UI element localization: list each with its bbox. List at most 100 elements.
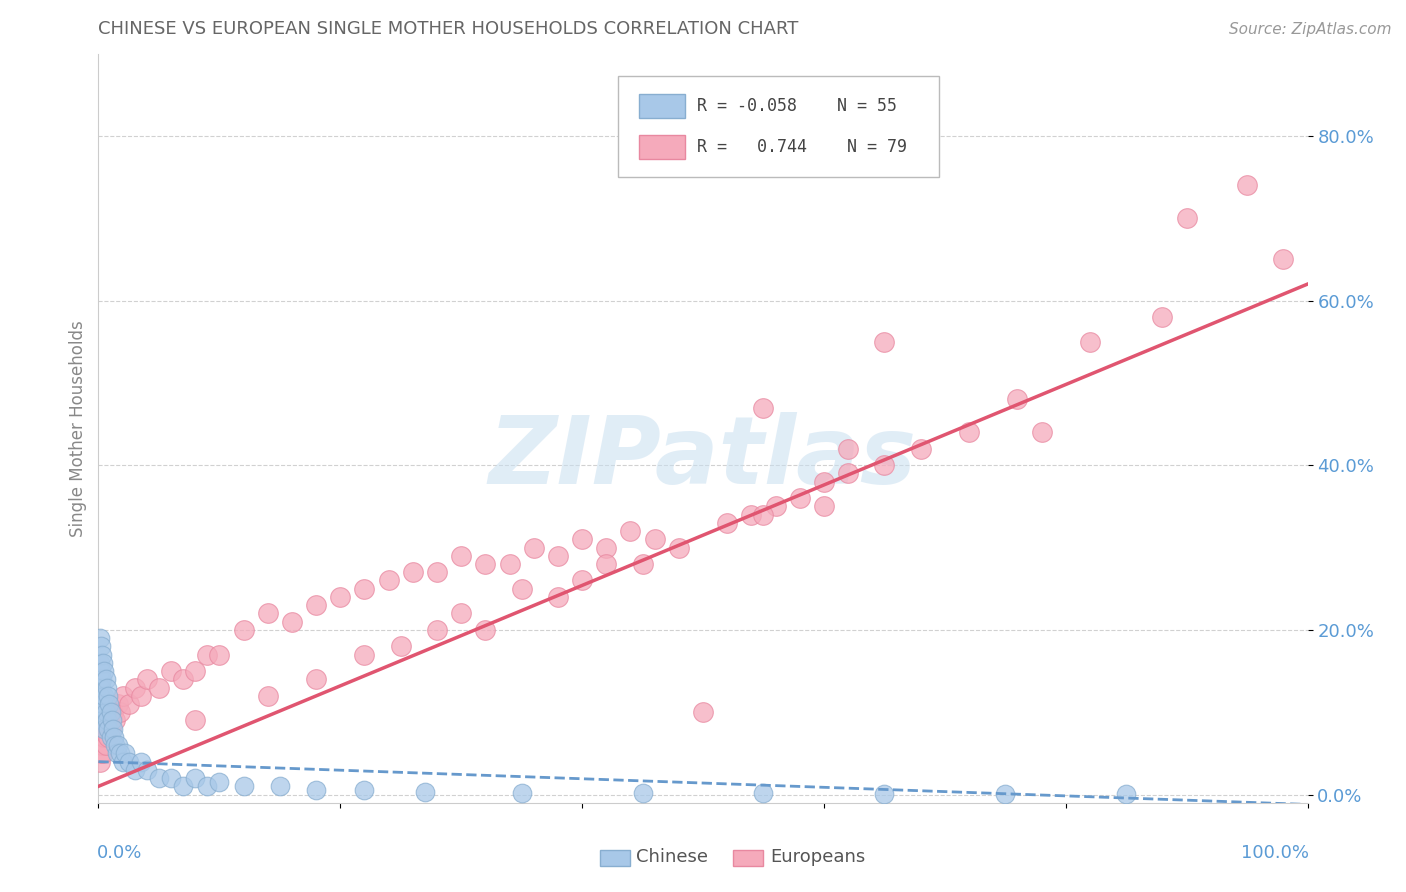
Point bbox=[172, 780, 194, 794]
Point bbox=[619, 524, 641, 538]
Point bbox=[353, 648, 375, 662]
Bar bbox=[638, 94, 685, 118]
Point bbox=[644, 533, 666, 547]
Point bbox=[426, 566, 449, 580]
Point bbox=[752, 786, 775, 800]
Bar bbox=[600, 850, 630, 866]
Point bbox=[114, 747, 136, 761]
Point bbox=[1115, 787, 1137, 801]
Point bbox=[104, 714, 127, 728]
Point bbox=[91, 714, 114, 728]
Text: 100.0%: 100.0% bbox=[1240, 844, 1309, 862]
Point bbox=[595, 541, 617, 555]
Point bbox=[450, 607, 472, 621]
Point bbox=[837, 442, 859, 456]
Point bbox=[91, 697, 114, 711]
Point bbox=[305, 673, 328, 687]
Point bbox=[510, 582, 533, 596]
Point bbox=[571, 533, 593, 547]
Point bbox=[104, 738, 127, 752]
Point bbox=[413, 785, 436, 799]
Point bbox=[281, 615, 304, 629]
Point bbox=[118, 697, 141, 711]
Point bbox=[571, 574, 593, 588]
Point bbox=[402, 566, 425, 580]
Point bbox=[1007, 392, 1029, 407]
Bar bbox=[734, 850, 763, 866]
Point bbox=[160, 771, 183, 785]
Point bbox=[94, 673, 117, 687]
Point bbox=[184, 771, 207, 785]
Point bbox=[100, 722, 122, 736]
Point bbox=[100, 714, 122, 728]
Point bbox=[232, 623, 254, 637]
Point bbox=[129, 755, 152, 769]
Point bbox=[124, 763, 146, 777]
Text: Source: ZipAtlas.com: Source: ZipAtlas.com bbox=[1229, 22, 1392, 37]
Point bbox=[329, 590, 352, 604]
Point bbox=[93, 730, 115, 744]
Point bbox=[101, 705, 124, 719]
Point bbox=[96, 722, 118, 736]
Point bbox=[89, 656, 111, 670]
Point bbox=[1175, 211, 1198, 226]
Y-axis label: Single Mother Households: Single Mother Households bbox=[69, 320, 87, 536]
Point bbox=[813, 475, 835, 489]
Point bbox=[89, 689, 111, 703]
Point bbox=[107, 697, 129, 711]
Point bbox=[1031, 425, 1053, 440]
Point bbox=[105, 747, 128, 761]
Point bbox=[389, 640, 412, 654]
Point bbox=[91, 747, 114, 761]
Point bbox=[93, 689, 115, 703]
Point bbox=[98, 714, 121, 728]
Text: ZIPatlas: ZIPatlas bbox=[489, 412, 917, 504]
Point bbox=[450, 549, 472, 563]
Point bbox=[994, 787, 1017, 801]
Point bbox=[96, 714, 118, 728]
Point bbox=[595, 557, 617, 571]
Point bbox=[353, 582, 375, 596]
Point bbox=[148, 771, 170, 785]
Point bbox=[873, 787, 896, 801]
Point bbox=[89, 673, 111, 687]
Point bbox=[716, 516, 738, 530]
Point bbox=[740, 508, 762, 522]
Point bbox=[547, 590, 569, 604]
Point bbox=[89, 631, 111, 645]
Point bbox=[631, 557, 654, 571]
Point bbox=[184, 664, 207, 678]
Text: R =   0.744    N = 79: R = 0.744 N = 79 bbox=[697, 138, 907, 156]
Point bbox=[100, 730, 122, 744]
Point bbox=[910, 442, 932, 456]
Point bbox=[426, 623, 449, 637]
Point bbox=[1236, 178, 1258, 193]
Point bbox=[135, 673, 157, 687]
Point bbox=[129, 689, 152, 703]
Point bbox=[305, 598, 328, 612]
Point bbox=[111, 755, 134, 769]
Point bbox=[837, 467, 859, 481]
Point bbox=[1078, 334, 1101, 349]
Point bbox=[107, 738, 129, 752]
Point bbox=[752, 508, 775, 522]
Point bbox=[94, 738, 117, 752]
Point bbox=[256, 607, 278, 621]
Point bbox=[90, 747, 112, 761]
Point bbox=[195, 780, 218, 794]
Point bbox=[752, 401, 775, 415]
Point bbox=[91, 648, 114, 662]
Point bbox=[90, 681, 112, 695]
Point bbox=[208, 775, 231, 789]
Bar bbox=[638, 136, 685, 159]
FancyBboxPatch shape bbox=[619, 76, 939, 178]
Point bbox=[103, 730, 125, 744]
Point bbox=[108, 705, 131, 719]
Point bbox=[353, 783, 375, 797]
Point bbox=[692, 705, 714, 719]
Point bbox=[90, 664, 112, 678]
Point bbox=[172, 673, 194, 687]
Point bbox=[547, 549, 569, 563]
Text: 0.0%: 0.0% bbox=[97, 844, 142, 862]
Point bbox=[111, 689, 134, 703]
